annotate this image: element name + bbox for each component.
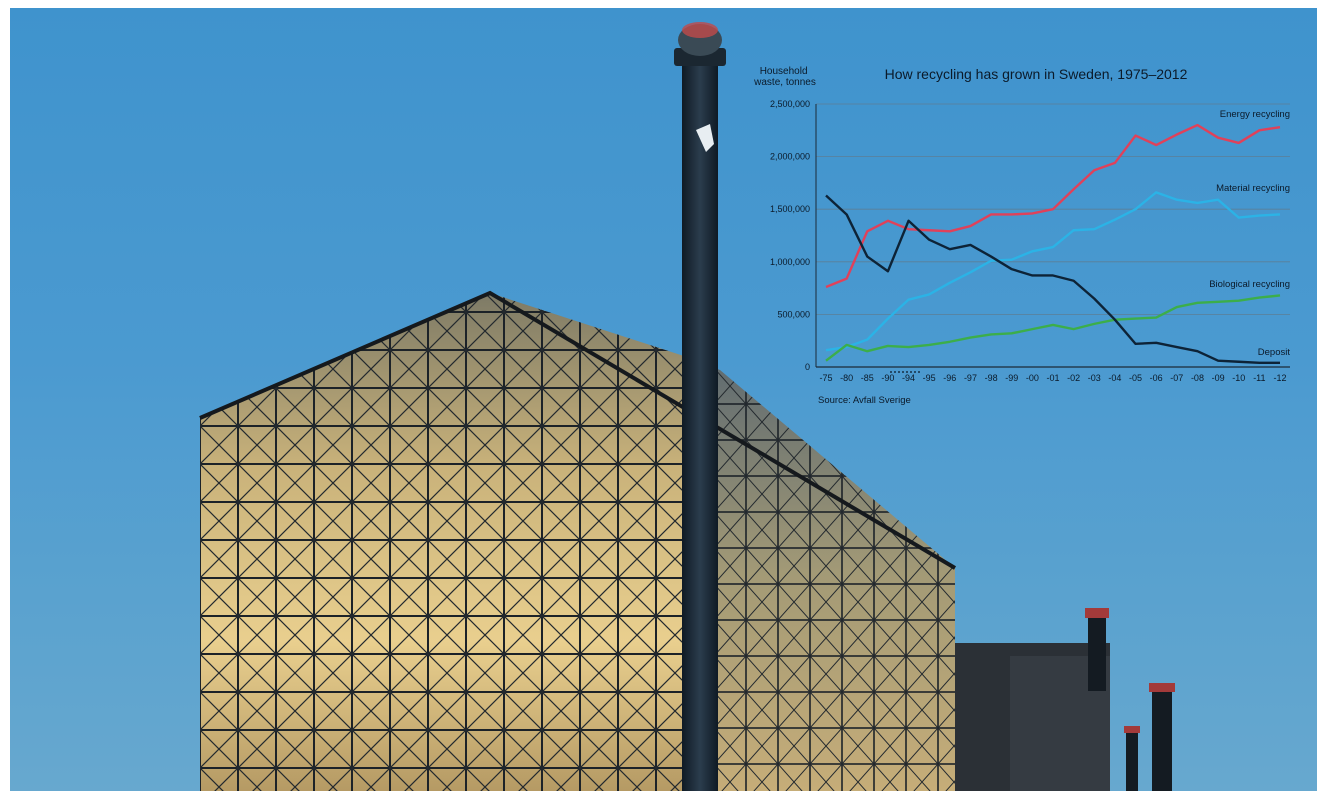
y-tick-label: 500,000: [777, 309, 810, 319]
x-tick-label: -90: [881, 373, 894, 383]
y-tick-label: 1,500,000: [770, 204, 810, 214]
x-tick-label: -07: [1170, 373, 1183, 383]
y-axis-title: Household waste, tonnes: [753, 66, 816, 88]
x-tick-label: -03: [1088, 373, 1101, 383]
y-tick-label: 2,500,000: [770, 99, 810, 109]
x-tick-label: -94: [902, 373, 915, 383]
series-labels: Energy recycling Material recycling Biolog…: [1209, 109, 1290, 358]
x-tick-label: -80: [840, 373, 853, 383]
series-line-energy-recycling: [825, 123, 1281, 289]
small-chimney-1: [1088, 613, 1106, 691]
x-tick-label: -75: [819, 373, 832, 383]
x-tick-label: -11: [1253, 373, 1265, 383]
x-tick-label: -05: [1129, 373, 1142, 383]
x-tick-label: -09: [1212, 373, 1225, 383]
y-axis-title-line-2: waste, tonnes: [753, 77, 816, 88]
x-tick-label: -95: [923, 373, 936, 383]
x-tick-label: -06: [1150, 373, 1163, 383]
y-tick-label: 2,000,000: [770, 152, 810, 162]
x-tick-label: -99: [1005, 373, 1018, 383]
chart-title: How recycling has grown in Sweden, 1975–…: [885, 66, 1188, 82]
scene: How recycling has grown in Sweden, 1975–…: [10, 8, 1317, 791]
chart-source: Source: Avfall Sverige: [818, 395, 911, 406]
x-tick-label: -85: [861, 373, 874, 383]
x-tick-labels: -75 -80 -85 -90 -94 -95 -96 -97 -98 -99 -00 -01 -02-…: [819, 373, 1286, 383]
recycling-line-chart: How recycling has grown in Sweden, 1975–…: [753, 66, 1290, 406]
series-label: Material recycling: [1216, 183, 1290, 194]
series-label: Energy recycling: [1220, 109, 1290, 120]
y-tick-label: 1,000,000: [770, 257, 810, 267]
x-tick-label: -02: [1067, 373, 1080, 383]
series-lines: [825, 123, 1281, 364]
x-tick-label: -98: [985, 373, 998, 383]
x-tick-label: -97: [964, 373, 977, 383]
x-tick-label: -01: [1046, 373, 1059, 383]
series-label: Deposit: [1258, 347, 1291, 358]
x-tick-label: -00: [1026, 373, 1039, 383]
x-tick-label: -10: [1232, 373, 1245, 383]
small-chimney-2: [1152, 688, 1172, 791]
x-tick-label: -96: [943, 373, 956, 383]
series-label: Biological recycling: [1209, 279, 1290, 290]
small-chimney-3: [1126, 730, 1138, 791]
series-line-biological-recycling: [825, 294, 1281, 362]
x-tick-label: -04: [1108, 373, 1121, 383]
y-axis-title-line-1: Household: [760, 66, 808, 77]
series-line-material-recycling: [825, 191, 1281, 352]
y-tick-labels: 0 500,000 1,000,000 1,500,000 2,000,000 2,500…: [770, 99, 810, 372]
chimney-logo: [696, 124, 714, 152]
x-tick-label: -12: [1273, 373, 1286, 383]
tall-chimney: [682, 63, 718, 791]
y-tick-label: 0: [805, 362, 810, 372]
grid-lines: [815, 103, 1290, 368]
series-line-deposit: [825, 194, 1280, 364]
waste-to-energy-plant-photo: [199, 22, 1175, 791]
x-tick-label: -08: [1191, 373, 1204, 383]
